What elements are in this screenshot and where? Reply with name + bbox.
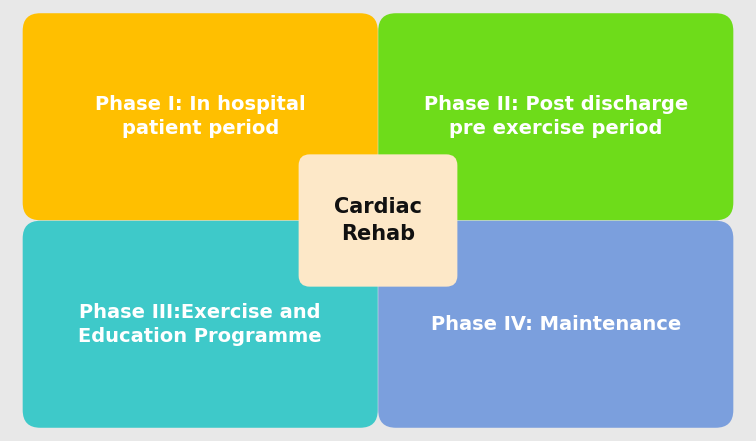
Text: Phase III:Exercise and
Education Programme: Phase III:Exercise and Education Program… (79, 303, 322, 345)
FancyBboxPatch shape (23, 13, 378, 220)
Text: Phase IV: Maintenance: Phase IV: Maintenance (431, 315, 681, 334)
FancyBboxPatch shape (378, 221, 733, 428)
FancyBboxPatch shape (378, 13, 733, 220)
FancyBboxPatch shape (299, 154, 457, 287)
Text: Cardiac
Rehab: Cardiac Rehab (334, 197, 422, 244)
Text: Phase I: In hospital
patient period: Phase I: In hospital patient period (95, 96, 305, 138)
FancyBboxPatch shape (23, 221, 378, 428)
Text: Phase II: Post discharge
pre exercise period: Phase II: Post discharge pre exercise pe… (423, 96, 688, 138)
